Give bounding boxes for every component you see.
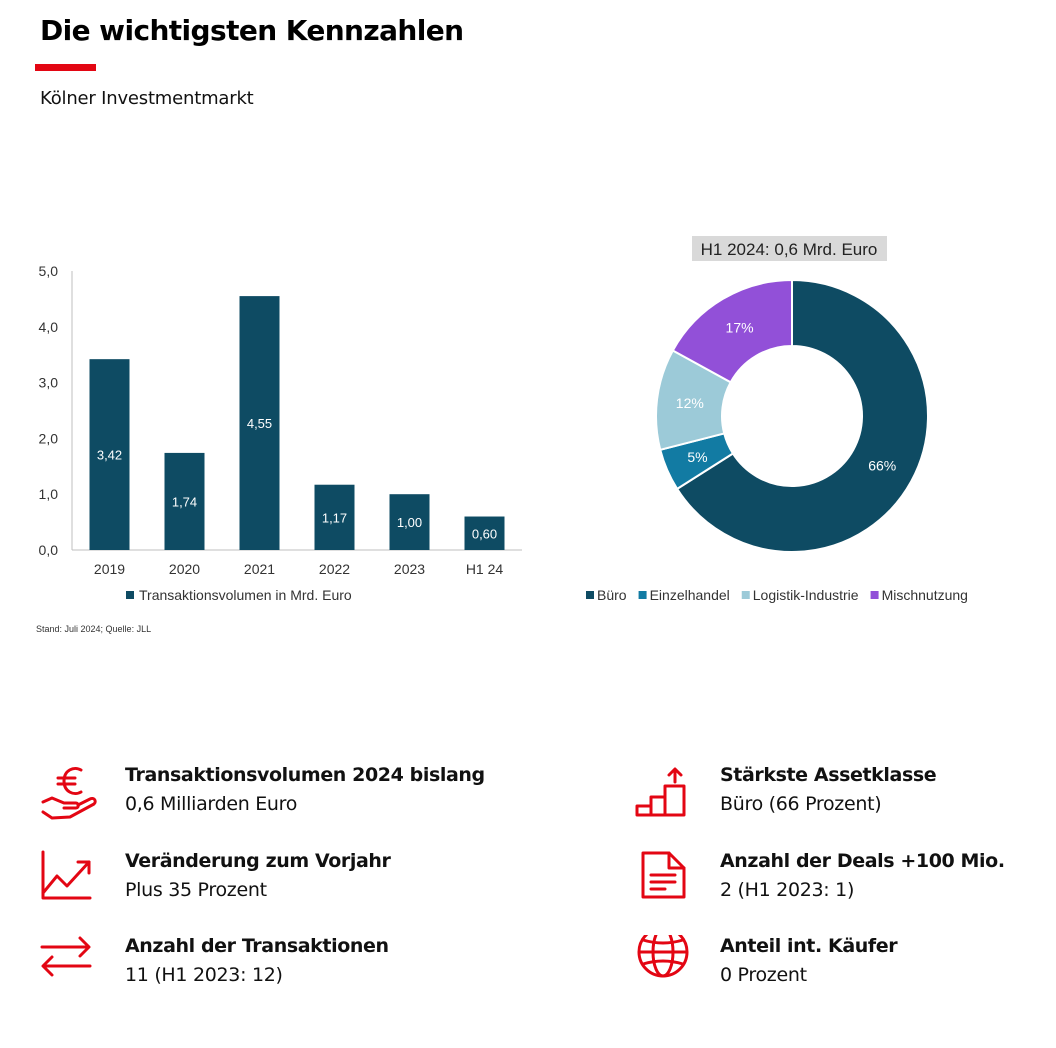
source-note: Stand: Juli 2024; Quelle: JLL bbox=[36, 624, 152, 634]
kpi-strongest-asset-class: Stärkste Assetklasse Büro (66 Prozent) bbox=[635, 764, 1055, 834]
bar-data-label: 1,74 bbox=[172, 494, 197, 509]
legend-label: Einzelhandel bbox=[650, 587, 730, 603]
kpi-value: 11 (H1 2023: 12) bbox=[125, 964, 283, 986]
kpi-international-buyers: Anteil int. Käufer 0 Prozent bbox=[635, 935, 1055, 1005]
y-tick-label: 5,0 bbox=[39, 263, 59, 279]
legend-swatch bbox=[638, 591, 647, 599]
y-tick-label: 3,0 bbox=[39, 375, 59, 391]
legend-swatch bbox=[126, 591, 134, 599]
kpi-number-of-transactions: Anzahl der Transaktionen 11 (H1 2023: 12… bbox=[40, 935, 460, 1005]
legend-label: Büro bbox=[597, 587, 627, 603]
x-tick-label: 2019 bbox=[94, 561, 125, 577]
x-tick-label: 2022 bbox=[319, 561, 350, 577]
bar-data-label: 0,60 bbox=[472, 526, 497, 541]
kpi-deals-over-100m: Anzahl der Deals +100 Mio. 2 (H1 2023: 1… bbox=[635, 850, 1055, 920]
kpi-title: Anteil int. Käufer bbox=[720, 935, 898, 957]
kpi-value: 2 (H1 2023: 1) bbox=[720, 879, 855, 901]
legend-label: Mischnutzung bbox=[882, 587, 968, 603]
page-subtitle: Kölner Investmentmarkt bbox=[40, 88, 254, 109]
bar bbox=[464, 516, 505, 550]
kpi-value: 0 Prozent bbox=[720, 964, 807, 986]
kpi-value: 0,6 Milliarden Euro bbox=[125, 793, 298, 815]
x-tick-label: 2021 bbox=[244, 561, 275, 577]
kpi-title: Transaktionsvolumen 2024 bislang bbox=[125, 764, 485, 786]
x-tick-label: 2020 bbox=[169, 561, 200, 577]
y-tick-label: 1,0 bbox=[39, 486, 59, 502]
bar bbox=[239, 296, 280, 550]
kpi-change-previous-year: Veränderung zum Vorjahr Plus 35 Prozent bbox=[40, 850, 460, 920]
growth-bars-icon bbox=[635, 767, 686, 817]
bar-data-label: 4,55 bbox=[247, 416, 272, 431]
donut-chart: H1 2024: 0,6 Mrd. Euro 66% 5% 12% 17% Büro Ein… bbox=[586, 236, 968, 603]
slice-data-label: 17% bbox=[726, 319, 754, 335]
title-accent-rule bbox=[35, 64, 96, 71]
legend-swatch bbox=[741, 591, 750, 599]
legend-label: Logistik-Industrie bbox=[753, 587, 859, 603]
donut-title: H1 2024: 0,6 Mrd. Euro bbox=[701, 240, 878, 259]
bar bbox=[164, 452, 205, 550]
kpi-value: Büro (66 Prozent) bbox=[720, 793, 882, 815]
y-tick-label: 0,0 bbox=[39, 542, 59, 558]
slice-data-label: 5% bbox=[687, 449, 707, 465]
bar bbox=[389, 494, 430, 550]
slice-data-label: 66% bbox=[868, 458, 896, 474]
bar-data-label: 1,00 bbox=[397, 515, 422, 530]
slice-data-label: 12% bbox=[676, 395, 704, 411]
trend-up-chart-icon bbox=[41, 850, 92, 900]
x-tick-label: H1 24 bbox=[466, 561, 504, 577]
y-tick-label: 2,0 bbox=[39, 430, 59, 446]
bar bbox=[314, 484, 355, 550]
bar-data-label: 3,42 bbox=[97, 448, 122, 463]
donut-title-background bbox=[692, 236, 887, 261]
kpi-title: Veränderung zum Vorjahr bbox=[125, 850, 391, 872]
x-tick-label: 2023 bbox=[394, 561, 425, 577]
y-tick-label: 4,0 bbox=[39, 319, 59, 335]
legend-swatch bbox=[870, 591, 879, 599]
globe-icon bbox=[637, 935, 689, 978]
kpi-title: Anzahl der Deals +100 Mio. bbox=[720, 850, 1005, 872]
kpi-value: Plus 35 Prozent bbox=[125, 879, 267, 901]
document-icon bbox=[641, 851, 686, 899]
donut-slice bbox=[675, 278, 929, 553]
legend-label: Transaktionsvolumen in Mrd. Euro bbox=[139, 587, 352, 603]
legend-swatch bbox=[586, 591, 594, 599]
bar-data-label: 1,17 bbox=[322, 510, 347, 525]
bar-chart: 0,0 1,0 2,0 3,0 4,0 5,0 3,42 2019 1,74 2020 4,55 20… bbox=[39, 263, 522, 603]
page-title: Die wichtigsten Kennzahlen bbox=[40, 14, 464, 47]
donut-slice bbox=[671, 278, 793, 384]
euro-hand-icon bbox=[41, 766, 97, 820]
bar bbox=[89, 359, 130, 550]
exchange-arrows-icon bbox=[40, 936, 92, 977]
kpi-title: Anzahl der Transaktionen bbox=[125, 935, 389, 957]
kpi-title: Stärkste Assetklasse bbox=[720, 764, 937, 786]
kpi-transaction-volume: Transaktionsvolumen 2024 bislang 0,6 Mil… bbox=[40, 764, 485, 834]
